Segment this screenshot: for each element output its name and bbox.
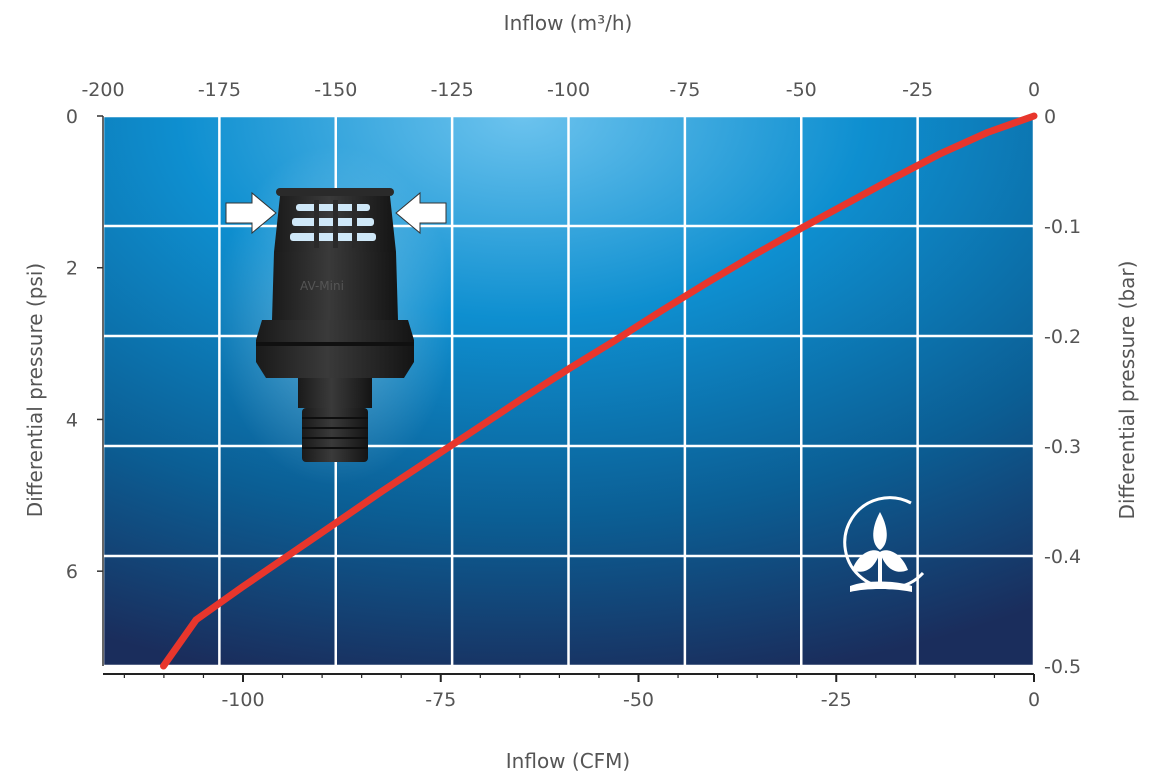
top-axis-tick-label: -150 (314, 79, 357, 101)
right-axis-tick-label: 0 (1044, 106, 1056, 128)
right-axis-tick-label: -0.3 (1044, 436, 1081, 458)
series-layer (160, 112, 1038, 670)
left-axis-tick-label: 4 (66, 409, 78, 431)
leaf-logo-icon (843, 496, 925, 592)
left-axis-tick-label: 6 (66, 561, 78, 583)
bottom-axis-tick-label: -25 (821, 689, 852, 711)
top-axis-tick-label: -200 (81, 79, 124, 101)
top-axis-tick-label: -100 (547, 79, 590, 101)
svg-text:AV-Mini: AV-Mini (300, 279, 344, 293)
top-axis-tick-label: -25 (902, 79, 933, 101)
top-axis-tick-label: -125 (431, 79, 474, 101)
top-axis-tick-label: -75 (669, 79, 700, 101)
bottom-axis-tick-label: -75 (425, 689, 456, 711)
bottom-axis-tick-label: -50 (623, 689, 654, 711)
valve-product-icon: AV-Mini (215, 145, 455, 485)
left-axis-tick-label: 2 (66, 258, 78, 280)
right-axis-title: Differential pressure (bar) (1115, 261, 1139, 520)
right-axis-tick-label: -0.5 (1044, 656, 1081, 678)
top-axis-title: Inflow (m³/h) (504, 11, 633, 35)
top-axis-tick-label: -175 (198, 79, 241, 101)
top-axis-tick-label: -50 (786, 79, 817, 101)
series-line (160, 112, 1038, 670)
left-axis-tick-label: 0 (66, 106, 78, 128)
bottom-axis-tick-label: -100 (221, 689, 264, 711)
right-axis-tick-label: -0.2 (1044, 326, 1081, 348)
right-axis-tick-label: -0.1 (1044, 216, 1081, 238)
axis-labels: Inflow (m³/h) Inflow (CFM) Differential … (23, 11, 1139, 773)
bottom-axis-title: Inflow (CFM) (506, 749, 630, 773)
left-axis-title: Differential pressure (psi) (23, 263, 47, 517)
axes: -200 -175 -150 -125 -100 -75 -50 -25 00-0.1-0.2-… (66, 79, 1081, 711)
top-axis-tick-label: 0 (1028, 79, 1040, 101)
right-axis-tick-label: -0.4 (1044, 546, 1081, 568)
bottom-axis-tick-label: 0 (1028, 689, 1040, 711)
